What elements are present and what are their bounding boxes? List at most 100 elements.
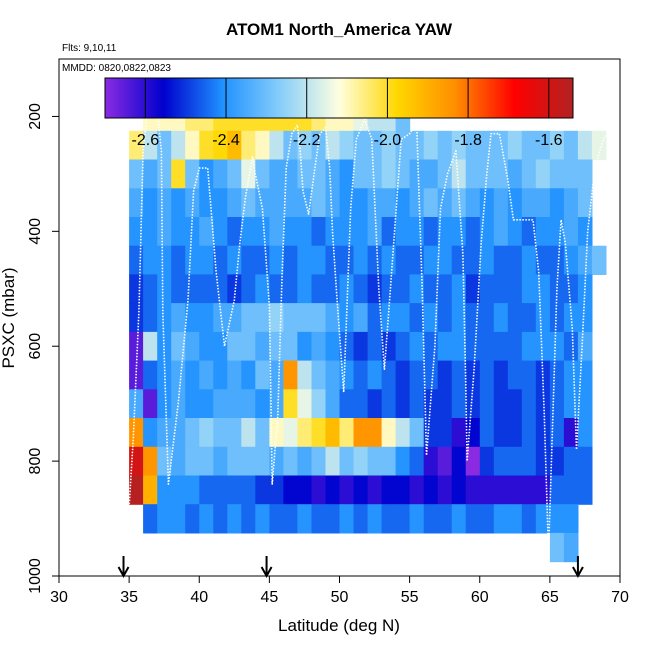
heatmap-cell (213, 188, 228, 218)
heatmap-cell (577, 418, 593, 448)
heatmap-cell (437, 274, 453, 304)
heatmap-cells (129, 102, 607, 563)
heatmap-cell (325, 303, 341, 333)
colorbar-ticks: -2.6 -2.4 -2.2 -2.0 -1.8 -1.6 (132, 78, 563, 149)
heatmap-cell (213, 245, 228, 275)
heatmap-cell (297, 475, 312, 505)
heatmap-cell (395, 360, 411, 390)
heatmap-cell (339, 331, 355, 362)
heatmap-cell (395, 188, 411, 218)
heatmap-cell (129, 303, 144, 333)
heatmap-cell (143, 389, 158, 419)
heatmap-cell (325, 418, 341, 448)
heatmap-cell (367, 418, 383, 448)
heatmap-cell (311, 188, 327, 218)
heatmap-cell (409, 475, 425, 505)
heatmap-cell (143, 475, 158, 505)
heatmap-cell (549, 331, 565, 362)
heatmap-cell (325, 274, 341, 304)
heatmap-cell (493, 389, 509, 419)
heatmap-cell (283, 360, 298, 390)
heatmap-cell (437, 159, 453, 189)
heatmap-cell (465, 418, 481, 448)
heatmap-cell (339, 217, 355, 247)
heatmap-cell (563, 418, 579, 448)
heatmap-cell (591, 130, 607, 161)
heatmap-cell (437, 389, 453, 419)
heatmap-cell (563, 303, 579, 333)
heatmap-cell (353, 360, 369, 390)
heatmap-cell (493, 331, 509, 362)
colorbar: -2.6 -2.4 -2.2 -2.0 -1.8 -1.6 (104, 77, 574, 149)
heatmap-cell (423, 360, 439, 390)
heatmap-cell (423, 504, 439, 534)
heatmap-cell (339, 274, 355, 304)
heatmap-cell (493, 217, 509, 247)
heatmap-cell (297, 331, 312, 362)
heatmap-cell (143, 504, 158, 534)
heatmap-cell (241, 360, 256, 390)
heatmap-cell (493, 274, 509, 304)
heatmap-cell (367, 504, 383, 534)
heatmap-cell (507, 274, 523, 304)
heatmap-cell (409, 446, 425, 477)
heatmap-cell (577, 159, 593, 189)
heatmap-cell (353, 130, 369, 161)
heatmap-cell (255, 475, 270, 505)
heatmap-cell (157, 159, 172, 189)
heatmap-cell (227, 389, 242, 419)
heatmap-cell (129, 389, 144, 419)
heatmap-cell (549, 159, 565, 189)
heatmap-cell (367, 446, 383, 477)
heatmap-cell (465, 217, 481, 247)
heatmap-cell (493, 446, 509, 477)
heatmap-cell (353, 418, 369, 448)
heatmap-cell (437, 303, 453, 333)
heatmap-cell (437, 446, 453, 477)
heatmap-cell (535, 331, 551, 362)
heatmap-cell (367, 331, 383, 362)
heatmap-cell (255, 331, 270, 362)
heatmap-cell (451, 130, 467, 161)
heatmap-cell (507, 475, 523, 505)
x-tick-label: 55 (401, 589, 419, 606)
heatmap-cell (381, 217, 397, 247)
heatmap-cell (591, 245, 607, 275)
x-tick-label: 35 (120, 589, 138, 606)
heatmap-cell (339, 504, 355, 534)
heatmap-cell (129, 446, 144, 477)
heatmap-cell (409, 217, 425, 247)
arrow-marker (572, 556, 584, 579)
heatmap-cell (451, 245, 467, 275)
heatmap-cell (143, 130, 158, 161)
heatmap-cell (171, 188, 186, 218)
heatmap-cell (129, 475, 144, 505)
heatmap-cell (367, 274, 383, 304)
heatmap-cell (479, 303, 495, 333)
heatmap-cell (269, 389, 284, 419)
chart-title: ATOM1 North_America YAW (226, 20, 453, 39)
heatmap-cell (381, 504, 397, 534)
heatmap-cell (269, 188, 284, 218)
heatmap-cell (255, 418, 270, 448)
heatmap-cell (129, 331, 144, 362)
heatmap-cell (549, 274, 565, 304)
heatmap-cell (353, 217, 369, 247)
heatmap-cell (297, 389, 312, 419)
heatmap-cell (423, 159, 439, 189)
altitude-arrows (117, 556, 584, 579)
heatmap-cell (465, 446, 481, 477)
heatmap-cell (479, 446, 495, 477)
heatmap-cell (381, 188, 397, 218)
heatmap-cell (185, 245, 200, 275)
heatmap-cell (241, 446, 256, 477)
heatmap-cell (507, 331, 523, 362)
heatmap-cell (269, 217, 284, 247)
heatmap-cell (577, 331, 593, 362)
heatmap-cell (185, 360, 200, 390)
heatmap-cell (493, 130, 509, 161)
heatmap-cell (311, 331, 327, 362)
heatmap-cell (563, 159, 579, 189)
heatmap-cell (381, 274, 397, 304)
heatmap-cell (437, 504, 453, 534)
